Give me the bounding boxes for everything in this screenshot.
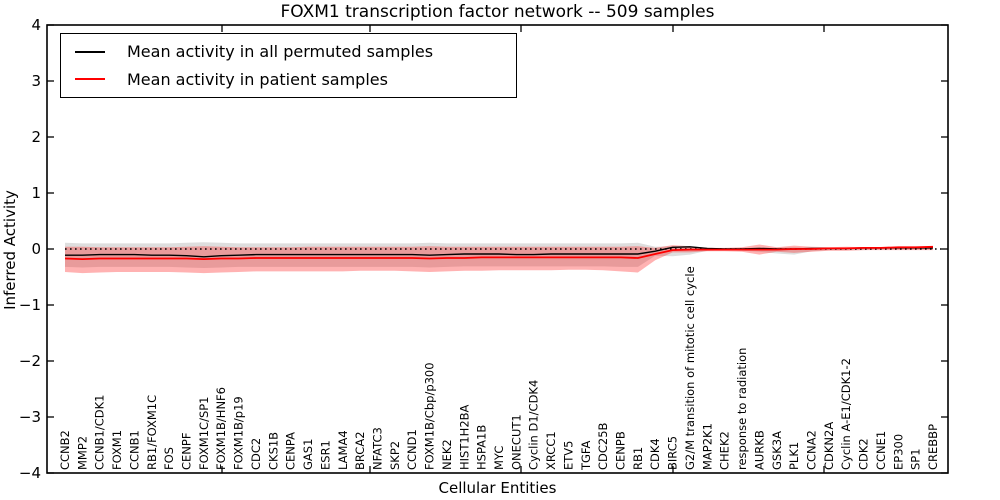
category-tick-label: AURKB: [752, 430, 766, 470]
y-tick-label: 2: [31, 128, 41, 146]
category-tick-label: SP1: [909, 448, 923, 470]
category-tick-label: response to radiation: [735, 348, 749, 470]
category-tick-label: CCND1: [405, 429, 419, 470]
patient-samples-range-band: [65, 244, 933, 274]
patient-mean-line: [64, 245, 934, 261]
legend-label: Mean activity in all permuted samples: [127, 42, 434, 62]
category-tick-label: CHEK2: [718, 431, 732, 470]
category-tick-label: CDKN2A: [822, 422, 836, 470]
y-tick-label: 3: [31, 72, 41, 90]
category-tick-label: MAP2K1: [700, 423, 714, 470]
category-tick-label: G2/M transition of mitotic cell cycle: [683, 266, 697, 470]
category-tick-label: FOXM1: [110, 430, 124, 470]
category-tick-label: CCNA2: [805, 430, 819, 470]
y-tick-label: 4: [31, 16, 41, 34]
category-tick-label: CDC25B: [596, 422, 610, 470]
category-tick-label: HSPA1B: [475, 425, 489, 470]
category-tick-label: CKS1B: [266, 432, 280, 470]
category-tick-label: CENPA: [284, 432, 298, 470]
y-tick-label: −2: [19, 352, 41, 370]
category-tick-label: FOS: [162, 447, 176, 470]
category-tick-label: RB1/FOXM1C: [145, 395, 159, 470]
category-tick-label: MMP2: [75, 436, 89, 470]
category-tick-label: CCNB2: [58, 430, 72, 470]
legend-label: Mean activity in patient samples: [127, 69, 388, 89]
category-tick-label: CCNB1: [127, 430, 141, 470]
category-tick-label: MYC: [492, 446, 506, 470]
category-tick-label: HIST1H2BA: [457, 404, 471, 470]
category-tick-label: NEK2: [440, 439, 454, 470]
category-tick-label: BRCA2: [353, 431, 367, 470]
y-tick-label: 0: [31, 240, 41, 258]
legend-entry-patient: Mean activity in patient samples: [61, 66, 516, 92]
category-tick-label: Cyclin D1/CDK4: [527, 380, 541, 470]
x-axis-label: Cellular Entities: [438, 479, 557, 497]
category-tick-label: CREBBP: [926, 424, 940, 470]
category-tick-label: CDK4: [648, 438, 662, 470]
category-tick-label: RB1: [631, 447, 645, 470]
category-tick-label: CENPF: [180, 433, 194, 470]
legend: Mean activity in all permuted samples Me…: [60, 33, 517, 98]
y-tick-label: −3: [19, 408, 41, 426]
category-tick-label: ONECUT1: [509, 414, 523, 470]
category-tick-label: SKP2: [388, 441, 402, 470]
category-tick-label: FOXM1B/p19: [232, 396, 246, 470]
category-tick-label: ETV5: [561, 441, 575, 470]
y-tick-label: 1: [31, 184, 41, 202]
category-tick-label: EP300: [891, 434, 905, 470]
category-tick-label: CCNB1/CDK1: [93, 395, 107, 471]
category-tick-label: GAS1: [301, 439, 315, 470]
category-tick-label: BIRC5: [666, 436, 680, 470]
y-axis-label: Inferred Activity: [1, 190, 19, 310]
legend-entry-permuted: Mean activity in all permuted samples: [61, 39, 516, 65]
chart-title: FOXM1 transcription factor network -- 50…: [280, 2, 715, 22]
category-tick-label: TGFA: [579, 441, 593, 471]
y-tick-label: −4: [19, 464, 41, 482]
category-tick-label: LAMA4: [336, 430, 350, 470]
category-tick-label: XRCC1: [544, 431, 558, 470]
category-tick-label: ESR1: [318, 440, 332, 470]
category-tick-label: FOXM1B/HNF6: [214, 387, 228, 470]
y-tick-label: −1: [19, 296, 41, 314]
category-tick-label: GSK3A: [770, 431, 784, 470]
category-tick-label: CDC2: [249, 438, 263, 470]
category-tick-label: FOXM1B/Cbp/p300: [423, 362, 437, 470]
category-tick-label: NFATC3: [371, 427, 385, 470]
category-tick-label: FOXM1C/SP1: [197, 396, 211, 470]
category-tick-label: CDK2: [857, 438, 871, 470]
category-tick-label: CCNE1: [874, 431, 888, 470]
category-tick-label: PLK1: [787, 442, 801, 470]
permuted-line-swatch: [75, 50, 105, 53]
patient-line-swatch: [75, 78, 105, 81]
category-tick-label: CENPB: [614, 431, 628, 470]
category-tick-label: Cyclin A-E1/CDK1-2: [839, 358, 853, 470]
